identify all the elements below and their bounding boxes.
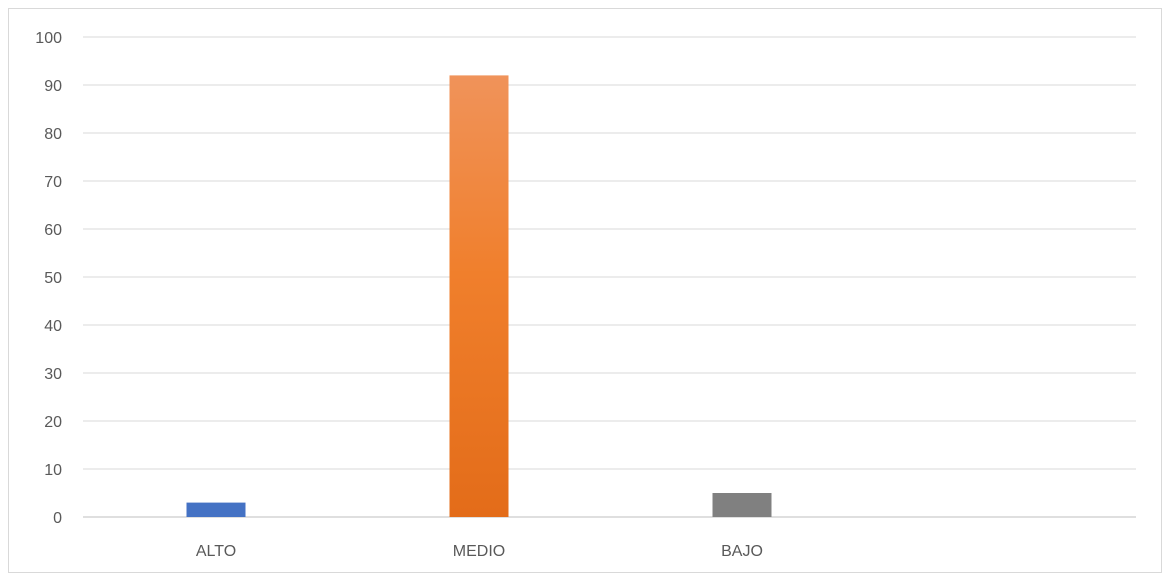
y-tick-label-90: 90 <box>44 78 62 95</box>
x-category-label-bajo: BAJO <box>721 543 763 560</box>
y-tick-label-0: 0 <box>53 510 62 527</box>
y-tick-label-80: 80 <box>44 126 62 143</box>
bar-medio <box>449 75 509 518</box>
gridlines <box>83 36 1136 518</box>
x-category-label-alto: ALTO <box>196 543 236 560</box>
chart-area <box>8 8 1162 573</box>
y-tick-label-100: 100 <box>35 30 62 47</box>
y-tick-label-20: 20 <box>44 414 62 431</box>
y-tick-label-50: 50 <box>44 270 62 287</box>
y-axis: 0 10 20 30 40 50 60 70 80 90 100 <box>35 30 62 527</box>
y-tick-label-70: 70 <box>44 174 62 191</box>
y-tick-label-40: 40 <box>44 318 62 335</box>
y-tick-label-10: 10 <box>44 462 62 479</box>
x-category-label-medio: MEDIO <box>453 543 505 560</box>
y-tick-label-30: 30 <box>44 366 62 383</box>
bar-bajo <box>712 493 772 517</box>
x-axis: ALTO MEDIO BAJO <box>196 543 763 560</box>
bars <box>186 75 772 518</box>
y-tick-label-60: 60 <box>44 222 62 239</box>
bar-alto <box>186 502 246 517</box>
